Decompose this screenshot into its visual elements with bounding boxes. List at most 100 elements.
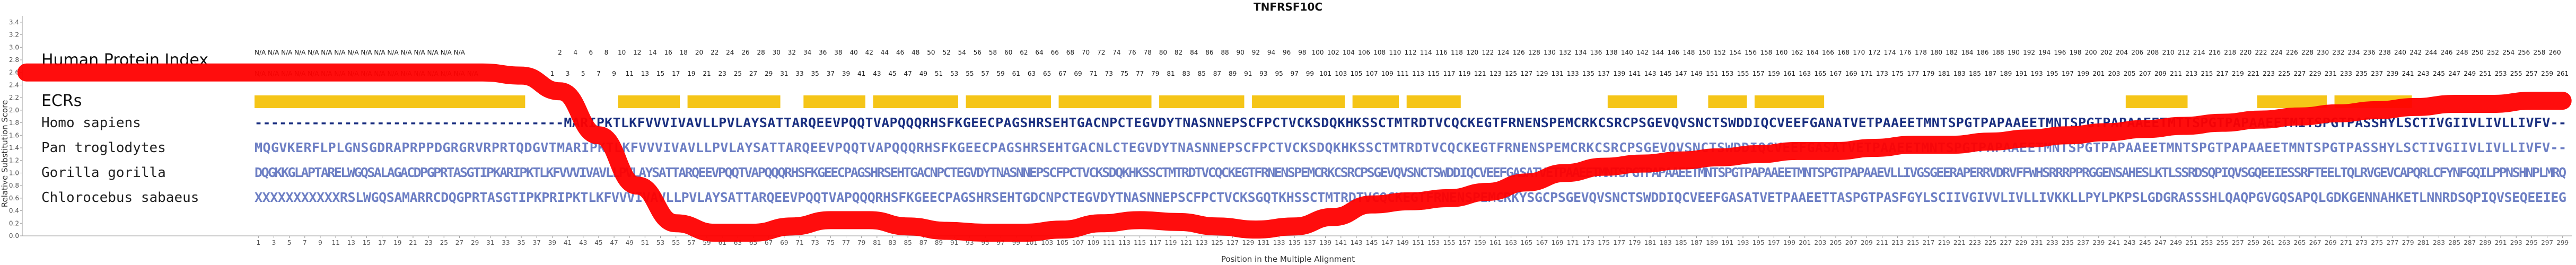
- protein-index-bottom-label: 103: [1335, 70, 1347, 77]
- protein-index-bottom-label: 35: [811, 70, 819, 77]
- protein-index-bottom-label: 23: [719, 70, 726, 77]
- x-tick-label: 235: [2062, 239, 2074, 246]
- protein-index-bottom-label: 111: [1397, 70, 1409, 77]
- protein-index-top-label: 248: [2456, 49, 2468, 56]
- x-tick-label: 297: [2541, 239, 2553, 246]
- x-tick-label: 273: [2355, 239, 2368, 246]
- x-tick-label: 125: [1211, 239, 1223, 246]
- ecr-bar: [618, 95, 680, 108]
- x-tick-label: 159: [1474, 239, 1486, 246]
- protein-index-bottom-label: 257: [2526, 70, 2538, 77]
- x-tick-label: 197: [1768, 239, 1780, 246]
- x-tick-label: 237: [2077, 239, 2089, 246]
- protein-index-bottom-label: 61: [1012, 70, 1020, 77]
- protein-index-top-label: 224: [2271, 49, 2283, 56]
- x-tick-label: 231: [2031, 239, 2043, 246]
- protein-index-bottom-label: 37: [827, 70, 835, 77]
- x-tick-label: 71: [795, 239, 803, 246]
- x-tick-label: 83: [888, 239, 896, 246]
- protein-index-bottom-label: 155: [1737, 70, 1749, 77]
- protein-index-bottom-label: 87: [1213, 70, 1221, 77]
- protein-index-bottom-label: 59: [997, 70, 1005, 77]
- x-tick-label: 121: [1180, 239, 1193, 246]
- protein-index-top-label: 202: [2100, 49, 2113, 56]
- protein-index-top-label: 76: [1128, 49, 1136, 56]
- protein-index-bottom-label: 109: [1381, 70, 1394, 77]
- protein-index-top-label: 54: [958, 49, 966, 56]
- x-tick-label: 103: [1041, 239, 1053, 246]
- protein-index-top-label: 186: [1977, 49, 1989, 56]
- protein-index-bottom-label: 149: [1690, 70, 1703, 77]
- x-tick-label: 69: [780, 239, 788, 246]
- protein-index-top-label: 194: [2038, 49, 2051, 56]
- x-tick-label: 289: [2479, 239, 2491, 246]
- protein-index-top-label: 180: [1930, 49, 1942, 56]
- y-axis-label: Relative Substitution Score: [0, 100, 10, 208]
- x-tick-label: 293: [2510, 239, 2522, 246]
- protein-index-top-label: 102: [1327, 49, 1339, 56]
- protein-index-top-label: 62: [1020, 49, 1028, 56]
- x-tick-label: 209: [1861, 239, 1873, 246]
- human-protein-index-row-bottom: 1 3 5 7 9 11 13 15 17 19 21 23 25 27 29 31 33 35 37 39 41 43 4…: [550, 70, 2569, 77]
- protein-index-bottom-label: 187: [1984, 70, 1996, 77]
- protein-index-top-label: 164: [1807, 49, 1819, 56]
- ecr-bar: [2125, 95, 2188, 108]
- protein-index-top-label: 198: [2070, 49, 2082, 56]
- protein-index-top-label: 196: [2054, 49, 2066, 56]
- protein-index-bottom-label: 21: [703, 70, 711, 77]
- protein-index-bottom-label: 173: [1876, 70, 1888, 77]
- protein-index-top-label: 100: [1312, 49, 1324, 56]
- protein-index-bottom-label: 127: [1520, 70, 1532, 77]
- x-tick-label: 225: [1984, 239, 1996, 246]
- x-tick-label: 131: [1257, 239, 1269, 246]
- protein-index-bottom-label: 189: [2000, 70, 2012, 77]
- protein-index-bottom-label: 115: [1427, 70, 1440, 77]
- protein-index-bottom-label: 243: [2417, 70, 2430, 77]
- x-tick-label: 223: [1969, 239, 1981, 246]
- protein-index-top-label: 206: [2131, 49, 2143, 56]
- protein-index-top-label: 172: [1868, 49, 1880, 56]
- x-tick-label: 243: [2124, 239, 2136, 246]
- x-tick-label: 7: [303, 239, 307, 246]
- protein-index-top-label: 256: [2518, 49, 2530, 56]
- ecr-bar: [1058, 95, 1152, 108]
- ecr-bar: [803, 95, 865, 108]
- x-tick-label: 221: [1953, 239, 1966, 246]
- y-tick-label: 2.2: [9, 94, 19, 101]
- x-tick-label: 119: [1165, 239, 1177, 246]
- y-tick-label: 1.8: [9, 119, 19, 127]
- protein-index-bottom-label: 71: [1089, 70, 1097, 77]
- protein-index-top-label: 238: [2379, 49, 2391, 56]
- x-tick-label: 241: [2108, 239, 2121, 246]
- protein-index-bottom-label: 185: [1969, 70, 1981, 77]
- protein-index-top-label: 46: [896, 49, 904, 56]
- x-tick-label: 41: [564, 239, 572, 246]
- protein-index-top-label: 24: [726, 49, 734, 56]
- protein-index-top-label: 176: [1899, 49, 1912, 56]
- x-tick-label: 255: [2216, 239, 2229, 246]
- protein-index-bottom-label: 229: [2309, 70, 2321, 77]
- protein-index-top-label: 250: [2472, 49, 2484, 56]
- protein-index-bottom-label: 1: [550, 70, 555, 77]
- protein-index-bottom-label: 147: [1675, 70, 1687, 77]
- protein-index-top-label: 80: [1159, 49, 1167, 56]
- x-tick-label: 3: [272, 239, 276, 246]
- protein-index-bottom-label: 139: [1613, 70, 1625, 77]
- protein-index-bottom-label: 75: [1120, 70, 1128, 77]
- protein-index-bottom-label: 39: [842, 70, 850, 77]
- protein-index-bottom-label: 43: [873, 70, 881, 77]
- x-tick-label: 261: [2263, 239, 2275, 246]
- x-tick-label: 25: [440, 239, 448, 246]
- protein-index-bottom-label: 161: [1783, 70, 1795, 77]
- protein-index-top-label: 84: [1190, 49, 1198, 56]
- protein-index-top-label: 28: [757, 49, 765, 56]
- protein-index-bottom-label: 195: [2046, 70, 2058, 77]
- y-tick-label: 0.6: [9, 195, 19, 202]
- x-tick-label: 133: [1273, 239, 1285, 246]
- protein-index-bottom-label: 181: [1938, 70, 1950, 77]
- x-tick-label: 51: [641, 239, 649, 246]
- protein-index-top-label: 152: [1714, 49, 1726, 56]
- x-tick-label: 167: [1536, 239, 1548, 246]
- protein-index-top-label: 260: [2549, 49, 2561, 56]
- ecr-bar: [1708, 95, 1747, 108]
